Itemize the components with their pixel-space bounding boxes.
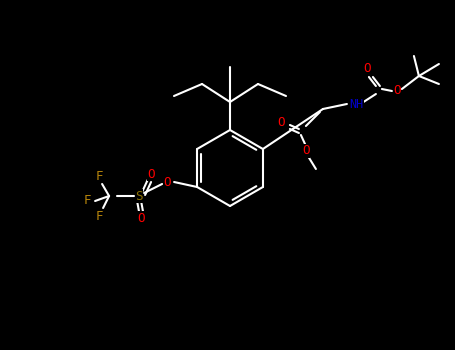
- Text: O: O: [277, 117, 285, 130]
- Text: S: S: [135, 189, 143, 203]
- Text: O: O: [147, 168, 155, 181]
- Text: O: O: [363, 62, 371, 75]
- Text: F: F: [96, 210, 103, 223]
- Text: O: O: [302, 145, 310, 158]
- Text: O: O: [393, 84, 401, 98]
- Text: F: F: [83, 195, 91, 208]
- Text: NH: NH: [349, 98, 363, 111]
- Text: O: O: [163, 175, 171, 189]
- Text: O: O: [137, 211, 145, 224]
- Text: F: F: [96, 169, 103, 182]
